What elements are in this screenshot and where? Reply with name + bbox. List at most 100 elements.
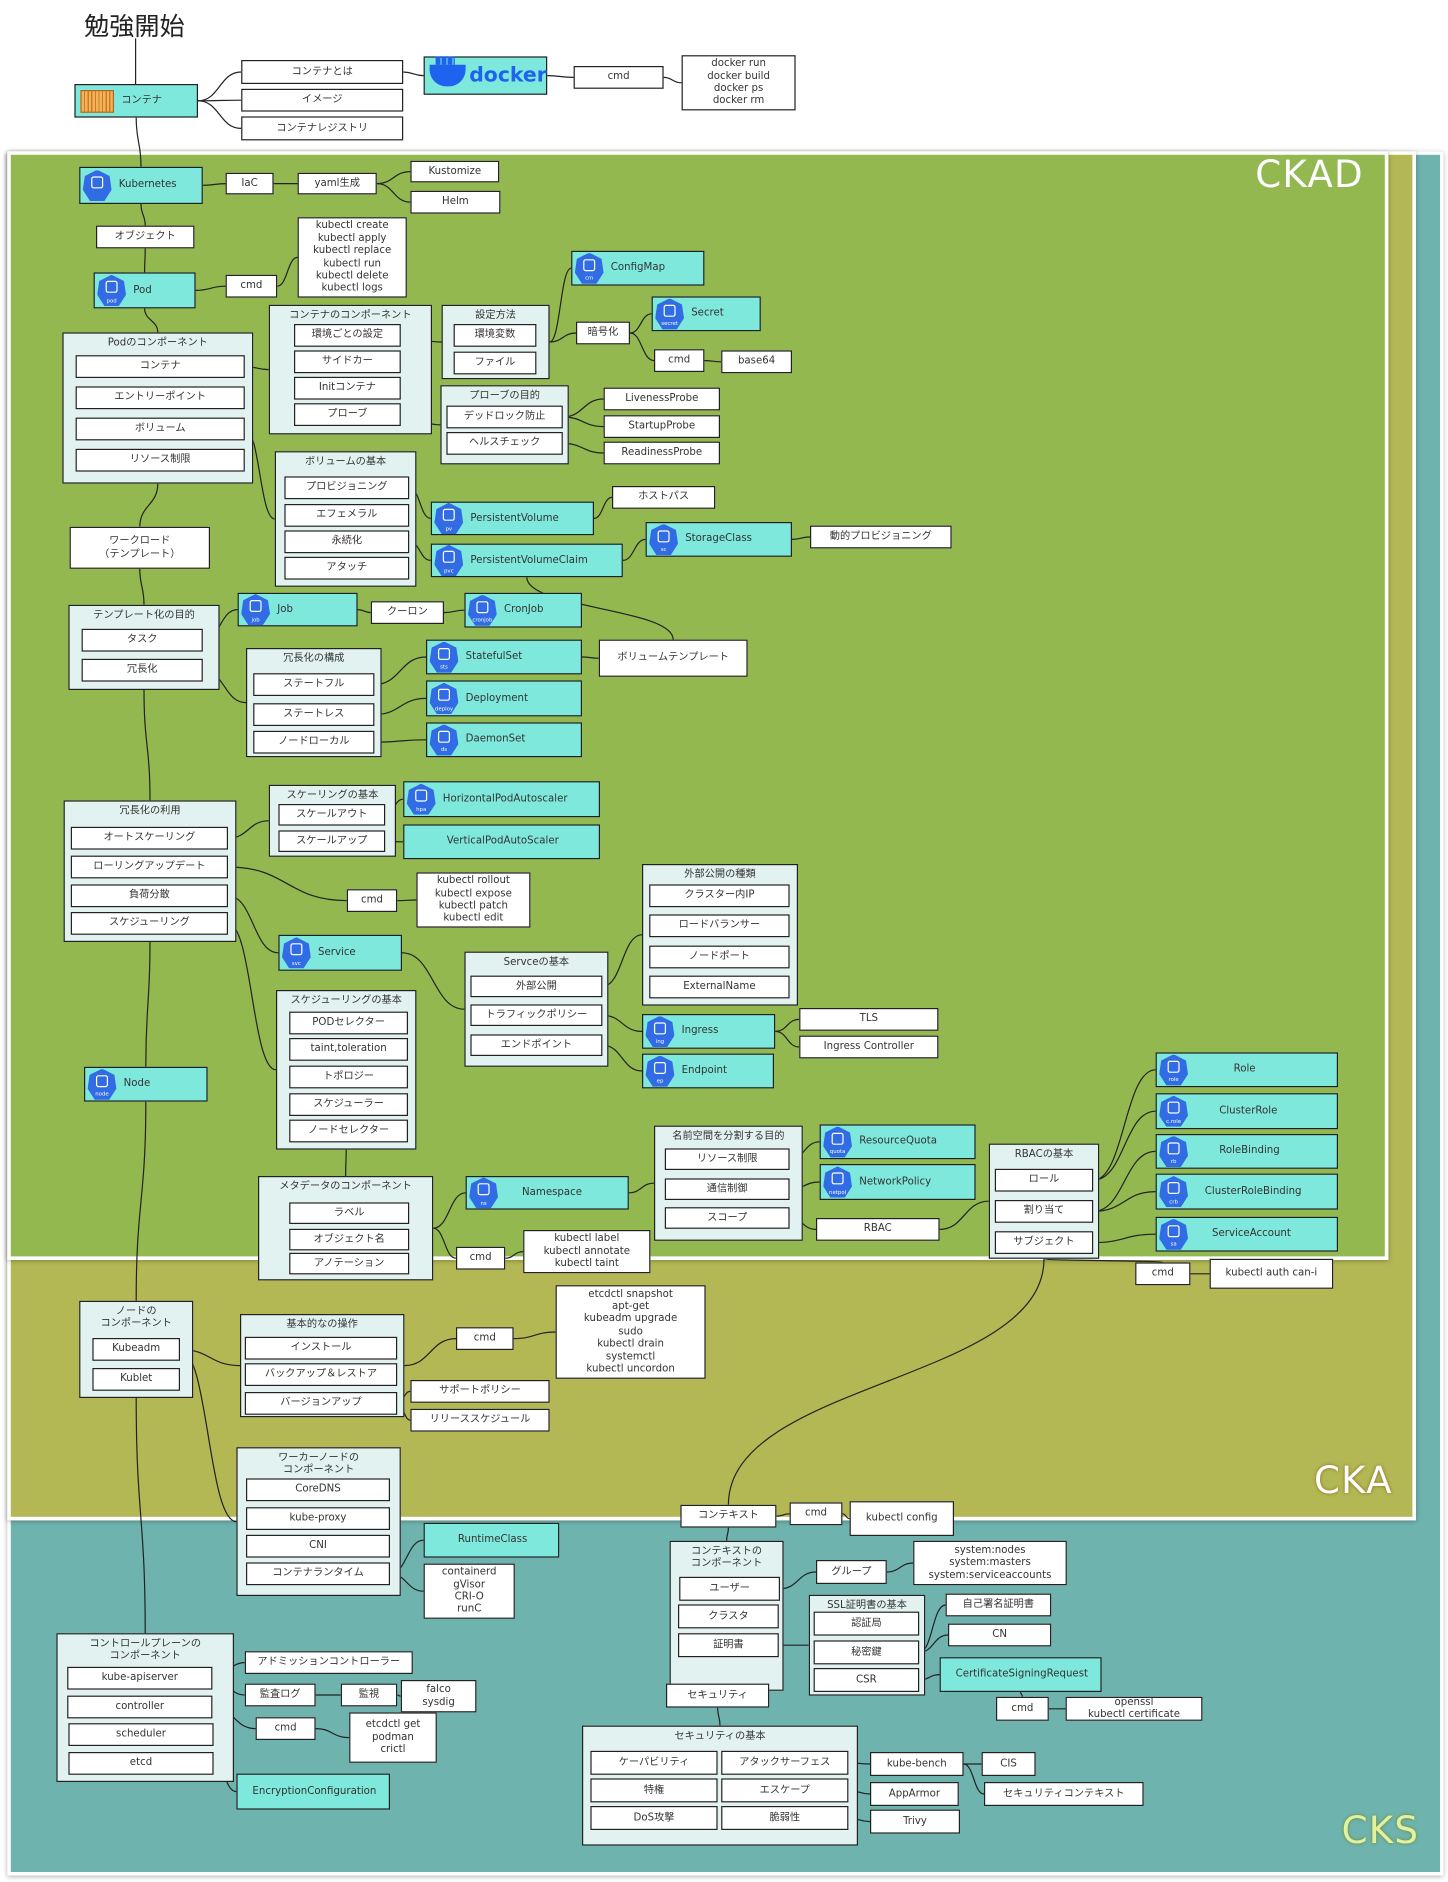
rbac-node: RBAC bbox=[816, 1218, 940, 1241]
metadata-cmd-node: cmd bbox=[456, 1246, 506, 1270]
certificate-node: 証明書 bbox=[678, 1633, 779, 1658]
tls-node: TLS bbox=[799, 1008, 939, 1031]
pod-commands-node: kubectl create kubectl apply kubectl rep… bbox=[297, 217, 407, 298]
runtimeclass-node: RuntimeClass bbox=[423, 1522, 560, 1558]
cronjob-icon: cronjob bbox=[468, 594, 497, 626]
clusterrolebinding-label: ClusterRoleBinding bbox=[1204, 1185, 1302, 1198]
liveness-probe-node: LivenessProbe bbox=[603, 387, 720, 411]
node-node: node Node bbox=[84, 1066, 208, 1102]
label-node: ラベル bbox=[289, 1202, 410, 1224]
docker-commands-node: docker run docker build docker ps docker… bbox=[681, 55, 796, 111]
clusterrole-node: c.role ClusterRole bbox=[1155, 1093, 1338, 1130]
storageclass-icon: sc bbox=[649, 523, 678, 555]
version-up-node: バージョンアップ bbox=[244, 1392, 398, 1415]
connector bbox=[842, 1513, 850, 1520]
connector bbox=[717, 1707, 721, 1726]
endpoint-node: ep Endpoint bbox=[642, 1053, 775, 1089]
connector bbox=[704, 360, 722, 363]
trivy-node: Trivy bbox=[870, 1809, 961, 1834]
connector bbox=[1093, 1233, 1156, 1244]
pod-cmd-node: cmd bbox=[225, 274, 278, 298]
cluster-node: クラスタ bbox=[678, 1604, 779, 1629]
container-label: コンテナ bbox=[121, 94, 163, 107]
capability-node: ケーパビリティ bbox=[590, 1750, 718, 1775]
rbac-role-item: ロール bbox=[994, 1168, 1094, 1192]
connector bbox=[404, 1338, 457, 1367]
connector bbox=[197, 99, 242, 102]
annotation-node: アノテーション bbox=[289, 1252, 410, 1275]
nodeport-node: ノードポート bbox=[649, 945, 790, 969]
resourcequota-node: quota ResourceQuota bbox=[819, 1124, 976, 1160]
rolebinding-node: rb RoleBinding bbox=[1155, 1134, 1338, 1169]
connector bbox=[197, 100, 242, 130]
job-icon: job bbox=[241, 594, 270, 626]
statefulset-node: sts StatefulSet bbox=[426, 639, 582, 675]
connector bbox=[562, 398, 604, 418]
resourcequota-label: ResourceQuota bbox=[859, 1135, 937, 1148]
container-comp-init: Initコンテナ bbox=[294, 376, 401, 400]
connector bbox=[622, 538, 646, 562]
stateless-node: ステートレス bbox=[253, 703, 375, 726]
connector bbox=[1043, 1258, 1164, 1263]
connector bbox=[139, 568, 145, 605]
scheduling-node: スケジューリング bbox=[70, 912, 229, 935]
cp-cmd-node: cmd bbox=[255, 1717, 316, 1741]
escape-node: エスケープ bbox=[721, 1778, 849, 1803]
secret-label: Secret bbox=[691, 307, 724, 320]
stateful-node: ステートフル bbox=[253, 673, 375, 696]
cluster-ip-node: クラスター内IP bbox=[649, 884, 790, 908]
connector bbox=[963, 1763, 985, 1795]
configmap-icon: cm bbox=[574, 252, 604, 284]
cni-node: CNI bbox=[246, 1534, 391, 1558]
container-runtime-node: コンテナランタイム bbox=[246, 1562, 391, 1586]
daemonset-node: ds DaemonSet bbox=[426, 722, 582, 758]
metadata-commands-node: kubectl label kubectl annotate kubectl t… bbox=[523, 1230, 651, 1274]
ingress-controller-node: Ingress Controller bbox=[799, 1035, 939, 1059]
hpa-icon: hpa bbox=[406, 783, 436, 815]
service-label: Service bbox=[318, 946, 356, 959]
connector bbox=[513, 1331, 556, 1340]
image-node: イメージ bbox=[241, 88, 404, 112]
connector bbox=[345, 1149, 347, 1177]
container-what-node: コンテナとは bbox=[241, 60, 404, 84]
scheduler-node: スケジューラー bbox=[289, 1093, 409, 1116]
connector bbox=[277, 256, 298, 287]
scheduler-cp-node: scheduler bbox=[68, 1723, 214, 1747]
load-balancer-node: ロードバランサー bbox=[649, 914, 790, 938]
attach-node: アタッチ bbox=[284, 556, 410, 580]
auth-cmd-node: cmd bbox=[1135, 1262, 1191, 1286]
cis-node: CIS bbox=[981, 1752, 1036, 1777]
container-node: コンテナ bbox=[74, 84, 199, 118]
object-node: オブジェクト bbox=[96, 225, 195, 249]
controller-node: controller bbox=[67, 1695, 213, 1719]
endpoint-label: Endpoint bbox=[681, 1064, 728, 1077]
cp-commands-node: etcdctl get podman crictl bbox=[349, 1712, 437, 1763]
job-label: Job bbox=[277, 603, 293, 616]
encryption-configuration-node: EncryptionConfiguration bbox=[236, 1773, 391, 1810]
security-context-node: セキュリティコンテキスト bbox=[984, 1782, 1144, 1807]
kustomize-node: Kustomize bbox=[410, 160, 500, 183]
ns-resource-limit-node: リソース制限 bbox=[664, 1148, 790, 1170]
load-balancing-node: 負荷分散 bbox=[70, 884, 229, 908]
cronjob-node: cronjob CronJob bbox=[464, 592, 582, 628]
service-icon: svc bbox=[282, 937, 311, 969]
node-selector-node: ノードセレクター bbox=[289, 1119, 409, 1143]
connector bbox=[663, 76, 682, 84]
connector bbox=[374, 697, 427, 716]
backup-restore-node: バックアップ＆レストア bbox=[244, 1363, 398, 1386]
connector bbox=[775, 1030, 800, 1048]
workload-node: ワークロード （テンプレート） bbox=[69, 526, 211, 569]
connector bbox=[1093, 1069, 1156, 1181]
connector bbox=[549, 332, 577, 343]
externalname-node: ExternalName bbox=[649, 975, 790, 999]
cron-node: クーロン bbox=[370, 601, 445, 624]
pv-label: PersistentVolume bbox=[470, 512, 559, 525]
connector bbox=[374, 656, 427, 686]
role-node: role Role bbox=[1155, 1052, 1338, 1088]
install-node: インストール bbox=[244, 1336, 398, 1360]
yaml-node: yaml生成 bbox=[297, 172, 377, 195]
object-name-node: オブジェクト名 bbox=[289, 1228, 410, 1251]
connector bbox=[397, 1694, 401, 1697]
job-node: job Job bbox=[237, 592, 358, 627]
connector bbox=[357, 609, 371, 614]
